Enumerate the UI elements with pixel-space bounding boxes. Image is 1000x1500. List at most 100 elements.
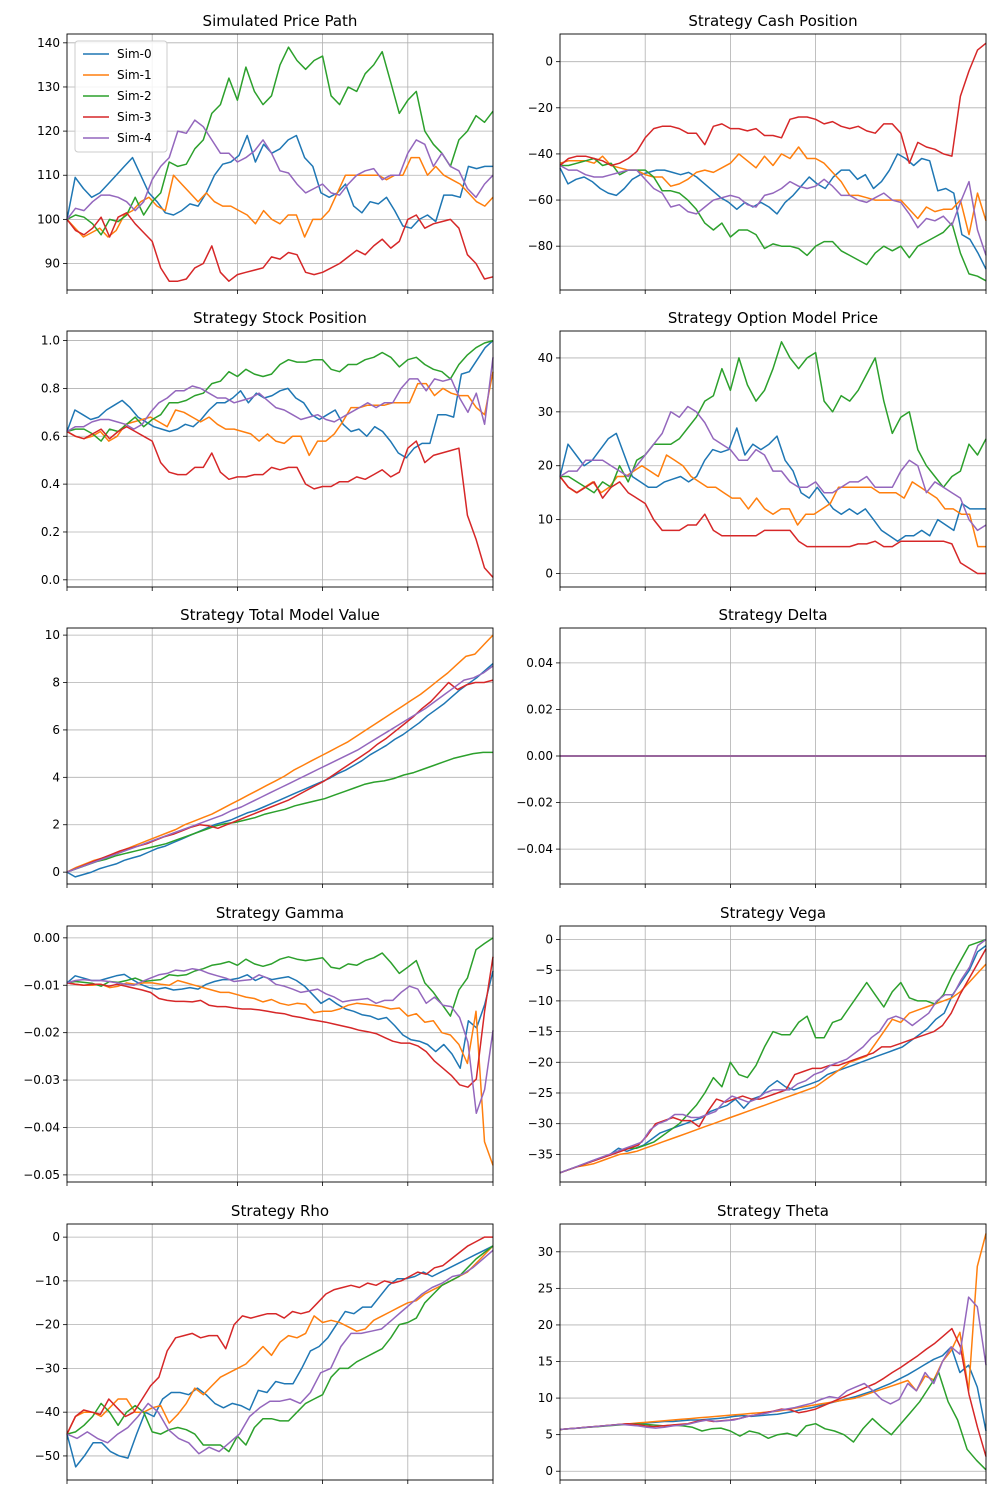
subplot-title: Strategy Stock Position <box>193 309 367 327</box>
series-line-2 <box>559 1371 987 1471</box>
y-tick-label: −0.03 <box>23 1073 60 1087</box>
y-tick-label: −0.01 <box>23 978 60 992</box>
series-line-3 <box>66 425 494 578</box>
y-tick-label: 0.02 <box>526 702 553 716</box>
y-tick-label: 5 <box>545 1428 553 1442</box>
y-tick-label: 8 <box>52 676 60 690</box>
series-line-1 <box>66 1245 494 1435</box>
subplot-8: Strategy Vega −35 −30 −25 −20 −15 −10 −5 0 <box>528 904 987 1186</box>
series-line-4 <box>559 938 987 1174</box>
y-tick-label: 90 <box>45 257 60 271</box>
y-tick-label: 10 <box>538 513 553 527</box>
y-tick-label: 120 <box>37 124 60 138</box>
subplot-10: Strategy Theta 0 5 10 15 20 25 30 <box>538 1202 987 1484</box>
legend-label: Sim-0 <box>117 47 152 61</box>
series-line-3 <box>559 948 987 1174</box>
series-line-2 <box>66 46 494 236</box>
y-tick-label: −30 <box>528 1117 553 1131</box>
series-line-0 <box>66 663 494 878</box>
y-tick-label: −25 <box>528 1086 553 1100</box>
y-tick-label: −0.02 <box>516 796 553 810</box>
series-line-3 <box>559 42 987 167</box>
series-line-4 <box>559 1296 987 1431</box>
subplot-title: Strategy Cash Position <box>688 12 857 30</box>
series-line-0 <box>66 340 494 459</box>
y-tick-label: 0.8 <box>41 381 60 395</box>
axes-frame <box>66 1223 494 1481</box>
series-line-2 <box>559 938 987 1174</box>
series-line-3 <box>559 1327 987 1457</box>
series-line-3 <box>66 1236 493 1435</box>
subplot-6: Strategy Delta −0.04 −0.02 0.00 0.02 0.04 <box>516 606 987 888</box>
legend-label: Sim-2 <box>117 89 152 103</box>
subplot-5: Strategy Total Model Value 0 2 4 6 8 10 <box>45 606 494 888</box>
series-line-2 <box>66 1245 494 1453</box>
axes-frame <box>559 627 987 885</box>
subplot-7: Strategy Gamma −0.05 −0.04 −0.03 −0.02 −0.01 0… <box>23 904 494 1186</box>
y-tick-label: −10 <box>35 1274 60 1288</box>
axes-frame <box>559 33 987 291</box>
axes-frame <box>559 1223 987 1481</box>
y-tick-label: 0 <box>52 1230 60 1244</box>
axes-frame <box>66 330 494 588</box>
y-tick-label: 20 <box>538 1318 553 1332</box>
series-line-3 <box>66 956 494 1088</box>
subplot-title: Strategy Vega <box>720 904 826 922</box>
y-tick-label: 4 <box>52 770 60 784</box>
y-tick-label: 30 <box>538 1245 553 1259</box>
series-line-1 <box>559 963 987 1174</box>
subplot-4: Strategy Option Model Price 0 10 20 30 40 <box>538 309 987 591</box>
y-tick-label: 0 <box>545 933 553 947</box>
axes-frame <box>66 925 494 1183</box>
series-line-1 <box>66 979 494 1166</box>
y-tick-label: 0.00 <box>33 931 60 945</box>
y-tick-label: 140 <box>37 36 60 50</box>
series-line-0 <box>66 1245 494 1468</box>
series-line-0 <box>559 944 987 1174</box>
series-line-4 <box>559 405 987 532</box>
y-tick-label: 110 <box>37 168 60 182</box>
subplot-title: Strategy Option Model Price <box>668 309 878 327</box>
series-line-1 <box>559 1233 987 1431</box>
series-line-4 <box>66 119 494 220</box>
subplot-title: Strategy Gamma <box>216 904 344 922</box>
series-line-2 <box>560 341 987 494</box>
y-tick-label: 100 <box>37 212 60 226</box>
series-line-3 <box>66 679 494 873</box>
y-tick-label: −0.04 <box>23 1120 60 1134</box>
series-line-1 <box>66 634 494 873</box>
y-tick-label: 20 <box>538 459 553 473</box>
y-tick-label: 10 <box>538 1391 553 1405</box>
series-line-0 <box>559 427 986 542</box>
axes-frame <box>66 33 494 291</box>
legend-label: Sim-3 <box>117 110 152 124</box>
subplot-9: Strategy Rho −50 −40 −30 −20 −10 0 <box>35 1202 494 1484</box>
y-tick-label: −60 <box>528 193 553 207</box>
y-tick-label: −5 <box>535 963 553 977</box>
series-line-2 <box>66 937 494 1017</box>
y-tick-label: −20 <box>35 1318 60 1332</box>
subplot-1: Simulated Price Path 90 100 110 120 130 140 Sim… <box>37 12 494 294</box>
y-tick-label: 0.0 <box>41 573 60 587</box>
series-line-4 <box>66 967 494 1115</box>
legend-label: Sim-4 <box>117 131 152 145</box>
y-tick-label: 0 <box>545 1464 553 1478</box>
y-tick-label: −0.05 <box>23 1168 60 1182</box>
axes-frame <box>66 627 494 885</box>
y-tick-label: 0.6 <box>41 429 60 443</box>
y-tick-label: −20 <box>528 101 553 115</box>
y-tick-label: −0.04 <box>516 842 553 856</box>
y-tick-label: 15 <box>538 1355 553 1369</box>
y-tick-label: 130 <box>37 80 60 94</box>
series-line-4 <box>66 1249 494 1455</box>
subplot-title: Simulated Price Path <box>203 12 358 30</box>
series-line-3 <box>66 212 494 282</box>
series-line-3 <box>559 476 986 575</box>
y-tick-label: −40 <box>35 1405 60 1419</box>
subplot-title: Strategy Theta <box>717 1202 829 1220</box>
y-tick-label: 0.2 <box>41 525 60 539</box>
y-tick-label: 0.4 <box>41 477 60 491</box>
y-tick-label: −40 <box>528 147 553 161</box>
y-tick-label: −20 <box>528 1055 553 1069</box>
